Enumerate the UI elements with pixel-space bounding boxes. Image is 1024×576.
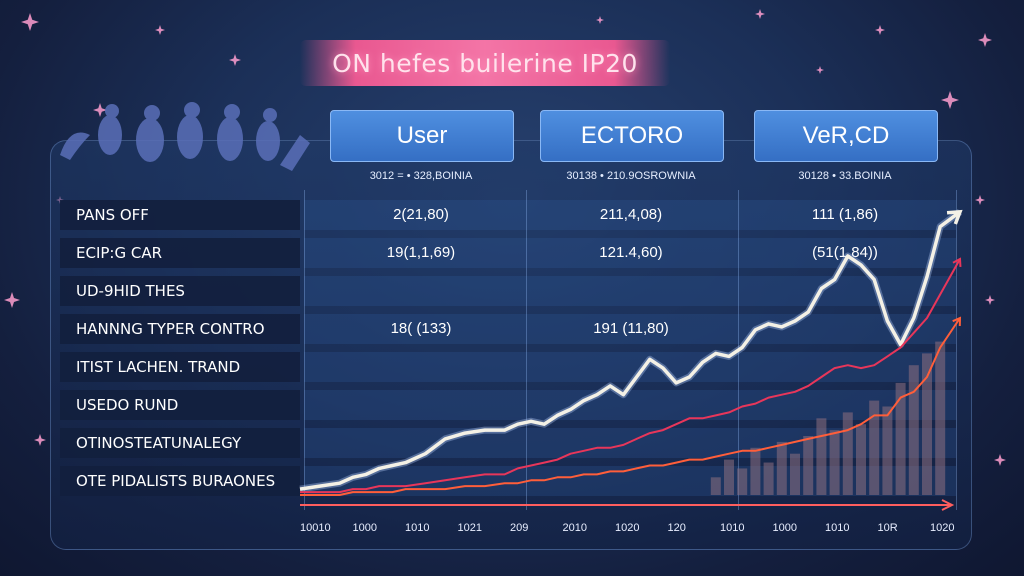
sparkle-icon <box>941 91 959 109</box>
row-strip <box>304 314 956 344</box>
row-label: UD-9HID THES <box>60 276 300 306</box>
chart-bar <box>790 453 800 495</box>
chart-bar <box>724 459 734 495</box>
series-arrow-head <box>946 209 963 225</box>
sparkle-icon <box>985 295 995 305</box>
x-tick-label: 120 <box>667 522 686 534</box>
column-divider <box>304 190 305 510</box>
table-cell: 2(21,80) <box>393 206 449 223</box>
sparkle-icon <box>4 292 20 308</box>
sparkle-icon <box>994 454 1006 466</box>
row-strip <box>304 200 956 230</box>
series-line <box>299 210 962 491</box>
table-cell: (51(1,84)) <box>812 244 878 261</box>
column-header-vercd: VeR,CD <box>754 110 938 162</box>
x-axis-arrow <box>941 499 955 511</box>
row-label: ECIP:G CAR <box>60 238 300 268</box>
sparkle-icon <box>875 25 885 35</box>
series-arrow-head <box>952 316 962 327</box>
silhouette-decoration <box>60 102 310 171</box>
chart-bar <box>935 341 946 495</box>
chart-bar <box>829 430 840 495</box>
column-subtitle-user: 3012 = • 328,BOINIA <box>369 170 473 182</box>
column-subtitle-vercd: 30128 • 33.BOINIA <box>798 170 892 182</box>
x-tick-label: 10010 <box>300 522 331 534</box>
chart-bar <box>922 353 932 495</box>
table-cell: 121.4,60) <box>599 244 663 261</box>
sparkle-icon <box>596 16 604 24</box>
x-tick-label: 209 <box>510 522 529 534</box>
column-divider <box>956 190 957 510</box>
chart-bar <box>803 436 814 495</box>
x-tick-label: 1000 <box>772 522 797 534</box>
column-divider <box>526 190 527 510</box>
chart-bar <box>869 400 880 495</box>
chart-bar <box>895 382 906 495</box>
x-tick-label: 1010 <box>405 522 430 534</box>
column-header-user: User <box>330 110 514 162</box>
table-cell: 191 (11,80) <box>593 320 669 337</box>
row-label: PANS OFF <box>60 200 300 230</box>
sparkle-icon <box>21 13 39 31</box>
row-label: OTINOSTEATUNALEGY <box>60 428 300 458</box>
sparkle-icon <box>93 103 107 117</box>
sparkle-icon <box>229 54 241 66</box>
row-label: ITIST LACHEN. TRAND <box>60 352 300 382</box>
sparkle-icon <box>755 9 765 19</box>
sparkle-icon <box>155 25 165 35</box>
chart-bar <box>750 447 761 495</box>
sparkle-icon <box>816 66 824 74</box>
row-strip <box>304 276 956 306</box>
row-label: HANNNG TYPER CONTRO <box>60 314 300 344</box>
chart-bar <box>776 441 787 495</box>
column-header-ectoro: ECTORO <box>540 110 724 162</box>
row-strip <box>304 352 956 382</box>
sparkle-icon <box>975 195 985 205</box>
x-tick-label: 2010 <box>562 522 587 534</box>
chart-bar <box>908 365 919 495</box>
series-arrow-head <box>952 257 962 268</box>
column-subtitle-ectoro: 30138 • 210.9OSROWNIA <box>566 170 696 182</box>
series-line <box>300 317 961 496</box>
chart-bar <box>816 418 827 495</box>
table-cell: 19(1,1,69) <box>386 244 456 261</box>
chart-title: ON hefes builerine IP20 <box>332 48 638 78</box>
chart-bar <box>763 462 774 495</box>
chart-bar <box>737 468 748 495</box>
title-highlight <box>300 40 670 86</box>
table-cell: 111 (1,86) <box>811 206 879 223</box>
table-cell: 18( (133) <box>390 320 452 337</box>
sparkle-icon <box>978 33 992 47</box>
chart-bar <box>710 477 721 495</box>
x-tick-label: 1010 <box>720 522 745 534</box>
x-tick-label: 10R <box>877 522 898 534</box>
row-label: USEDO RUND <box>60 390 300 420</box>
x-tick-label: 1020 <box>615 522 640 534</box>
chart-bar <box>856 424 866 495</box>
chart-bar <box>882 406 893 495</box>
row-strip <box>304 238 956 268</box>
table-cell: 211,4,08) <box>599 206 663 223</box>
sparkle-icon <box>34 434 46 446</box>
x-tick-label: 1000 <box>352 522 377 534</box>
x-tick-label: 1020 <box>930 522 955 534</box>
x-tick-label: 1010 <box>825 522 850 534</box>
chart-bar <box>842 412 853 495</box>
x-tick-label: 1021 <box>457 522 482 534</box>
row-label: OTE PIDALISTS BURAONES <box>60 466 300 496</box>
series-line <box>300 258 961 494</box>
